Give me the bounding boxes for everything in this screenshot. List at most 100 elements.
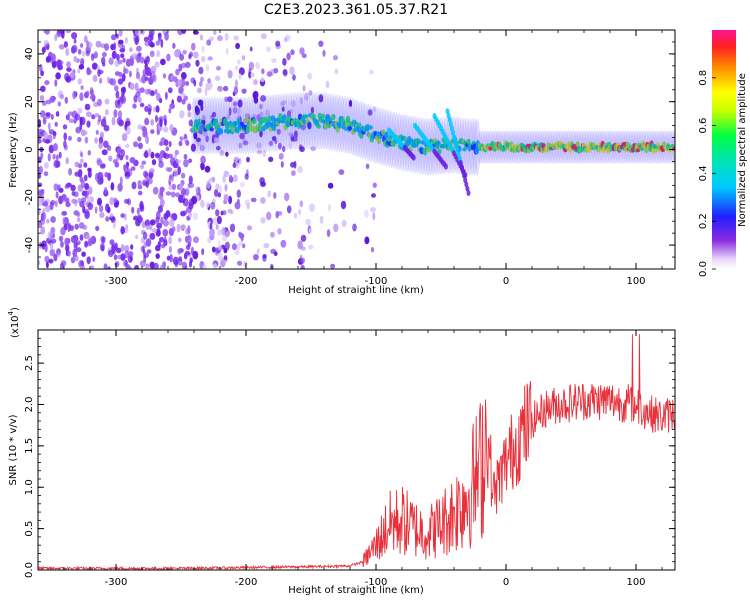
noise-blob [103,140,109,148]
noise-blob [308,228,312,234]
noise-blob [250,197,257,203]
ridge-halo [648,130,655,164]
ridge-halo [633,130,639,164]
noise-blob [65,114,70,121]
noise-blob [97,69,101,77]
ridge-halo [357,100,364,159]
noise-blob [114,242,118,251]
noise-blob [307,72,313,80]
noise-blob [211,246,216,253]
noise-blob [50,113,54,120]
noise-blob [171,226,176,233]
noise-blob [243,260,248,268]
noise-blob [177,79,182,87]
noise-blob [73,38,77,44]
noise-blob [67,135,72,141]
noise-blob [299,96,303,105]
noise-blob [71,44,78,53]
noise-blob [140,164,144,170]
noise-blob [234,249,240,256]
noise-blob [256,149,263,155]
ridge-halo [375,107,382,165]
noise-blob [56,30,62,35]
noise-blob [167,153,174,159]
ridge-halo [321,92,327,150]
noise-blob [125,58,132,67]
noise-blob [105,109,109,116]
noise-blob [158,205,163,213]
noise-blob [48,258,54,264]
noise-blob [83,174,88,182]
noise-blob [164,139,169,147]
noise-blob [90,265,94,269]
noise-blob [171,183,176,191]
noise-blob [256,142,262,149]
noise-blob [235,42,241,50]
noise-blob [221,226,225,235]
noise-blob [60,94,64,100]
noise-blob [261,68,265,75]
noise-blob [289,142,293,150]
noise-blob [137,180,142,187]
ridge-blob [368,125,373,130]
x-tick-label: 100 [626,577,645,588]
ridge-halo [302,92,309,150]
noise-blob [260,217,266,224]
ridge-halo [479,130,486,164]
noise-blob [190,77,196,84]
noise-blob [39,95,45,102]
noise-blob [168,108,172,114]
ridge-halo [310,92,317,150]
noise-blob [372,106,377,112]
ridge-halo [672,130,675,164]
noise-blob [58,151,62,159]
ridge-blob [218,128,224,135]
noise-blob [47,122,51,131]
noise-blob [111,50,117,60]
noise-blob [88,186,93,195]
noise-blob [288,132,294,137]
noise-blob [46,218,50,224]
noise-blob [145,238,152,247]
noise-blob [38,173,41,179]
noise-blob [62,124,68,130]
spectrogram-y-label: Frequency (Hz) [8,112,19,188]
noise-blob [61,193,67,202]
ridge-halo [224,96,231,155]
ridge-blob [252,118,257,125]
noise-blob [112,220,116,229]
noise-blob [149,232,156,240]
noise-blob [234,65,239,71]
noise-blob [177,248,182,255]
ridge-halo [282,93,288,151]
noise-blob [113,197,118,203]
noise-blob [81,50,86,57]
ridge-halo [230,96,236,155]
noise-blob [369,69,374,75]
noise-blob [233,86,239,95]
noise-blob [290,49,295,56]
noise-blob [117,110,123,119]
noise-blob [84,183,90,190]
noise-blob [170,157,176,166]
noise-blob [84,210,90,220]
noise-blob [249,46,253,52]
ridge-halo [646,130,652,164]
noise-blob [129,47,133,53]
ridge-halo [256,95,262,154]
noise-blob [300,264,305,269]
ridge-halo [607,130,613,164]
noise-blob [282,58,287,66]
noise-blob [157,35,162,42]
noise-blob [144,150,149,159]
ridge-halo [318,92,325,150]
ridge-halo [425,118,431,176]
x-tick-label: 0 [503,276,509,287]
noise-blob [293,160,297,169]
noise-blob [103,186,108,195]
noise-blob [119,48,126,53]
noise-blob [92,74,98,82]
noise-blob [260,77,265,83]
ridge-halo [380,108,387,166]
noise-blob [273,251,278,257]
